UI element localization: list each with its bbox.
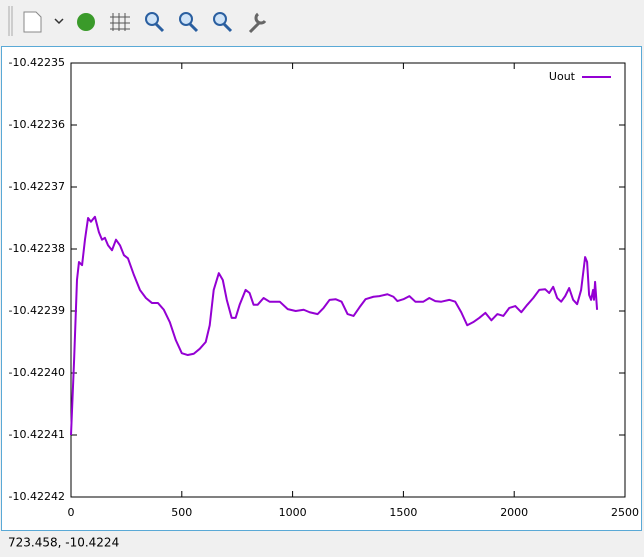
y-tick-label: -10.42237 <box>9 180 65 193</box>
grid-button[interactable] <box>110 13 130 31</box>
zoom-glass <box>213 12 227 26</box>
export-button[interactable] <box>23 11 42 33</box>
zoom-reset-button[interactable] <box>213 12 233 33</box>
x-tick-label: 1500 <box>389 506 417 519</box>
x-tick-label: 500 <box>171 506 192 519</box>
settings-button[interactable] <box>248 12 267 34</box>
export-menu[interactable] <box>54 18 64 25</box>
replot-button[interactable] <box>77 13 95 31</box>
y-tick-label: -10.42241 <box>9 428 65 441</box>
zoom-in-button[interactable] <box>179 12 199 33</box>
y-tick-label: -10.42238 <box>9 242 65 255</box>
y-tick-label: -10.42242 <box>9 490 65 503</box>
y-tick-label: -10.42235 <box>9 56 65 69</box>
zoom-glass <box>179 12 193 26</box>
plot: -10.42242 -10.42241 -10.42240 -10.42239 -10.… <box>9 56 639 519</box>
plot-border <box>70 62 626 498</box>
zoom-handle <box>154 22 165 33</box>
zoom-out-button[interactable] <box>145 12 165 33</box>
y-tick-label: -10.42240 <box>9 366 65 379</box>
y-tick-label: -10.42236 <box>9 118 65 131</box>
plot-widget <box>1 46 642 531</box>
y-tick-label: -10.42239 <box>9 304 65 317</box>
series-line <box>70 215 599 436</box>
x-tick-label: 1000 <box>279 506 307 519</box>
zoom-handle <box>222 22 233 33</box>
x-tick-label: 2500 <box>611 506 639 519</box>
x-tick-label: 2000 <box>500 506 528 519</box>
legend-label: Uout <box>549 70 576 83</box>
zoom-handle <box>188 22 199 33</box>
x-tick-label: 0 <box>68 506 75 519</box>
toolbar <box>8 6 267 36</box>
status-text: 723.458, -10.4224 <box>8 536 119 550</box>
zoom-glass <box>145 12 159 26</box>
